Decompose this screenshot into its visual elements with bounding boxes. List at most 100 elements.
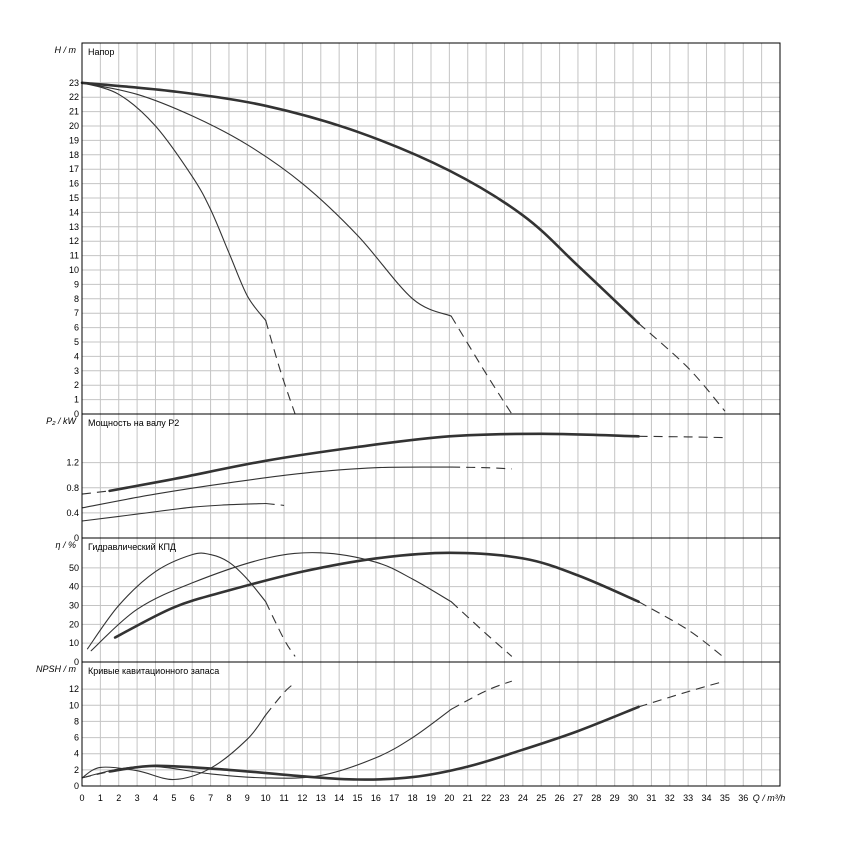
x-tick-label: 34: [702, 793, 712, 803]
curve: [81, 708, 452, 779]
x-tick-label: 5: [171, 793, 176, 803]
y-tick-label: 9: [74, 279, 79, 289]
x-tick-label: 14: [334, 793, 344, 803]
panel-title: Мощность на валу P2: [88, 418, 179, 428]
x-tick-label: 31: [646, 793, 656, 803]
curve-extension: [265, 682, 296, 716]
curve-main: [113, 551, 640, 639]
panel-title: Кривые кавитационного запаса: [88, 666, 219, 676]
x-tick-label: 27: [573, 793, 583, 803]
y-tick-label: 23: [69, 78, 79, 88]
curve-extension: [450, 680, 512, 710]
x-tick-label: 8: [226, 793, 231, 803]
x-tick-label: 19: [426, 793, 436, 803]
x-tick-label: 23: [499, 793, 509, 803]
curve-main: [108, 705, 640, 781]
curve: [81, 466, 452, 509]
panel-title: Гидравлический КПД: [88, 542, 176, 552]
y-tick-label: 30: [69, 601, 79, 611]
x-tick-label: 2: [116, 793, 121, 803]
curve-extension: [638, 322, 726, 412]
y-tick-label: 14: [69, 207, 79, 217]
y-tick-label: 3: [74, 366, 79, 376]
y-tick-label: 20: [69, 619, 79, 629]
curve-main: [108, 432, 640, 493]
x-tick-label: 4: [153, 793, 158, 803]
y-tick-label: 17: [69, 164, 79, 174]
y-tick-label: 40: [69, 582, 79, 592]
curve-extension: [638, 601, 726, 659]
curve-extension: [638, 435, 725, 439]
x-tick-label: 0: [79, 793, 84, 803]
y-tick-label: 0: [74, 781, 79, 791]
y-tick-label: 8: [74, 294, 79, 304]
y-tick-label: 0.4: [66, 508, 79, 518]
y-tick-label: 10: [69, 700, 79, 710]
y-tick-label: 1: [74, 395, 79, 405]
panel-title: Напор: [88, 47, 114, 57]
x-tick-label: 36: [738, 793, 748, 803]
x-tick-label: 24: [518, 793, 528, 803]
y-tick-label: 0.8: [66, 483, 79, 493]
x-tick-label: 16: [371, 793, 381, 803]
x-tick-label: 9: [245, 793, 250, 803]
y-tick-label: 10: [69, 265, 79, 275]
x-tick-label: 18: [408, 793, 418, 803]
y-tick-label: 7: [74, 308, 79, 318]
x-tick-label: 1: [98, 793, 103, 803]
x-tick-label: 35: [720, 793, 730, 803]
x-tick-label: 28: [591, 793, 601, 803]
y-tick-label: 19: [69, 135, 79, 145]
x-tick-label: 12: [297, 793, 307, 803]
curve: [81, 82, 452, 317]
x-tick-label: 22: [481, 793, 491, 803]
y-tick-label: 15: [69, 193, 79, 203]
x-tick-label: 30: [628, 793, 638, 803]
y-axis-label: NPSH / m: [36, 664, 77, 674]
y-tick-label: 12: [69, 684, 79, 694]
x-tick-label: 6: [190, 793, 195, 803]
x-tick-label: 13: [316, 793, 326, 803]
curve: [81, 82, 267, 321]
curve-extension: [638, 680, 726, 708]
y-tick-label: 22: [69, 92, 79, 102]
x-tick-label: 15: [353, 793, 363, 803]
x-axis-label: Q / m³/h: [753, 793, 786, 803]
x-tick-label: 26: [555, 793, 565, 803]
y-axis-label: η / %: [55, 540, 76, 550]
y-tick-label: 11: [70, 251, 79, 261]
y-tick-label: 6: [74, 323, 79, 333]
curve: [81, 714, 267, 781]
x-tick-label: 32: [665, 793, 675, 803]
y-tick-label: 0: [74, 409, 79, 419]
y-tick-label: 6: [74, 733, 79, 743]
y-tick-label: 10: [69, 638, 79, 648]
y-axis-label: P₂ / kW: [46, 416, 77, 426]
x-tick-label: 25: [536, 793, 546, 803]
y-tick-label: 21: [69, 107, 79, 117]
curve-extension: [265, 502, 285, 506]
curve-extension: [265, 320, 296, 415]
x-tick-label: 17: [389, 793, 399, 803]
y-tick-label: 1.2: [66, 458, 79, 468]
y-tick-label: 20: [69, 121, 79, 131]
x-tick-label: 29: [610, 793, 620, 803]
y-tick-label: 0: [74, 533, 79, 543]
y-tick-label: 13: [69, 222, 79, 232]
x-tick-label: 7: [208, 793, 213, 803]
curve: [90, 552, 452, 652]
y-tick-label: 8: [74, 716, 79, 726]
y-axis-label: H / m: [55, 45, 77, 55]
y-tick-label: 12: [69, 236, 79, 246]
x-tick-label: 20: [444, 793, 454, 803]
curve-extension: [450, 601, 513, 657]
y-tick-label: 4: [74, 351, 79, 361]
curve-extension: [81, 490, 110, 495]
x-tick-label: 10: [261, 793, 271, 803]
y-tick-label: 50: [69, 563, 79, 573]
curve-main: [80, 81, 640, 325]
y-tick-label: 2: [74, 765, 79, 775]
y-tick-label: 16: [69, 179, 79, 189]
y-tick-label: 4: [74, 749, 79, 759]
